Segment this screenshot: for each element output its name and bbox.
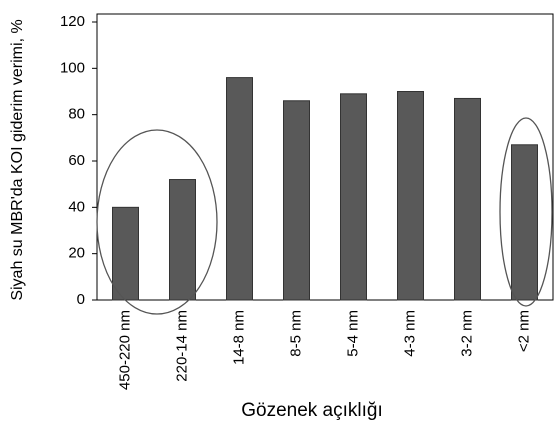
plot-frame: [96, 13, 554, 301]
y-tick-label: 100: [60, 59, 85, 76]
y-tick-label: 20: [68, 245, 85, 262]
y-tick-label: 60: [68, 152, 85, 169]
bar: [340, 93, 367, 301]
x-tick-label: <2 nm: [515, 310, 532, 352]
y-tick-label: 40: [68, 198, 85, 215]
bar: [226, 77, 253, 301]
bar: [169, 179, 196, 301]
y-tick-label: 0: [77, 291, 85, 308]
annotation-ellipse: [499, 117, 553, 307]
bar: [283, 100, 310, 301]
x-axis-label: Gözenek açıklığı: [241, 400, 383, 421]
x-tick-label: 5-4 nm: [344, 310, 361, 357]
x-tick-label: 450-220 nm: [116, 310, 133, 390]
y-tick-label: 80: [68, 106, 85, 123]
bar: [511, 144, 538, 301]
bar: [397, 91, 424, 301]
bar: [112, 206, 139, 301]
bar: [454, 97, 481, 301]
annotation-ellipse: [96, 129, 218, 315]
x-tick-label: 8-5 nm: [287, 310, 304, 357]
x-tick-label: 4-3 nm: [401, 310, 418, 357]
y-axis-label: Siyah su MBR'da KOI giderim verimi, %: [9, 19, 26, 300]
x-tick-label: 220-14 nm: [173, 310, 190, 382]
x-tick-label: 14-8 nm: [230, 310, 247, 365]
x-tick-label: 3-2 nm: [458, 310, 475, 357]
y-tick-label: 120: [60, 13, 85, 30]
